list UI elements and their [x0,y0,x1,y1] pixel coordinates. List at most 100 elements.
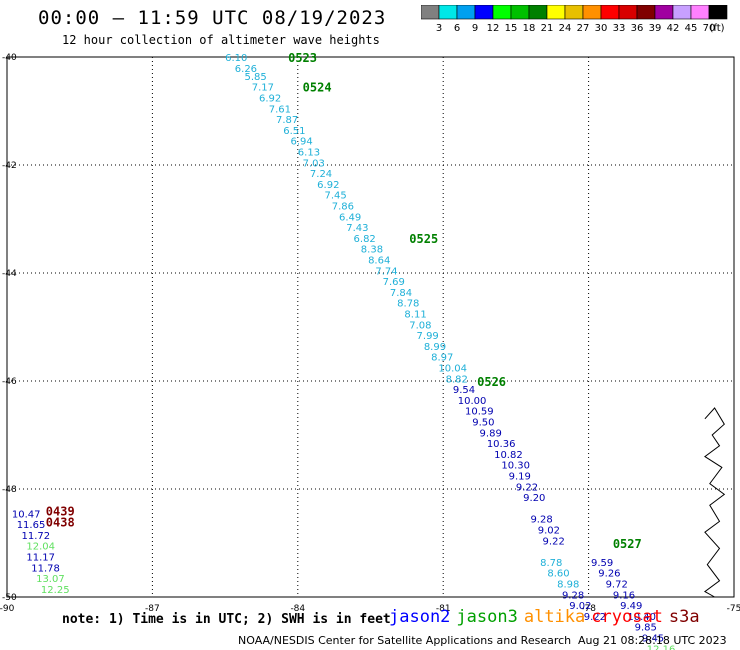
lon-tick-label: -78 [581,604,596,614]
colorbar-label: 9 [472,23,478,34]
swh-value-jason3: 8.99 [424,342,446,353]
colorbar-label: 18 [523,23,536,34]
swh-value-jason2: 9.02 [569,601,591,612]
lon-tick-label: -84 [290,604,305,614]
swh-value-jason3: 8.98 [557,580,579,591]
swh-value-jason2: 9.28 [562,590,584,601]
swh-value-jason3: 8.64 [368,256,390,267]
swh-value-jason3: 7.84 [390,288,412,299]
colorbar-label: 15 [505,23,518,34]
swh-value-jason2: 9.22 [516,482,538,493]
swh-value-jason2: 10.82 [494,450,523,461]
colorbar-label: 3 [436,23,442,34]
map-frame [6,56,735,598]
page-subtitle: 12 hour collection of altimeter wave hei… [62,33,380,47]
pass-label: 0524 [303,81,332,95]
swh-value-jason3: 7.45 [324,191,346,202]
lon-tick-label: -81 [436,604,451,614]
swh-value-jason2: 9.89 [480,428,502,439]
swh-value-jason2: 10.40 [627,612,656,623]
coastline [703,407,726,598]
footer-note: note: 1) Time is in UTC; 2) SWH is in fe… [62,612,391,627]
swh-value-jason3: 6.13 [298,148,320,159]
swh-value-altika: 12.25 [41,585,70,596]
pass-label: 0438 [46,515,75,529]
swh-value-jason2: 9.54 [453,385,475,396]
colorbar-label: 30 [595,23,608,34]
swh-value-jason2: 9.16 [613,590,635,601]
swh-value-jason3: 6.26 [235,64,257,75]
swh-value-jason3: 6.92 [259,94,281,105]
lat-tick-label: -44 [2,269,17,279]
swh-value-jason3: 7.43 [346,223,368,234]
swh-value-jason2: 10.59 [465,407,494,418]
pass-label: 0525 [409,232,438,246]
swh-value-jason3: 7.24 [310,169,332,180]
swh-value-jason2: 9.45 [642,634,664,645]
swh-value-jason2: 10.47 [12,509,41,520]
pass-label: 0439 [46,505,75,519]
swh-value-jason3: 8.38 [361,245,383,256]
lat-tick-label: -46 [2,377,17,387]
swh-value-jason3: 8.82 [446,374,468,385]
swh-value-jason3: 7.99 [417,331,439,342]
pass-label: 0523 [288,51,317,65]
swh-value-jason3: 8.11 [404,310,426,321]
legend-jason3: jason3 [456,607,518,627]
swh-value-jason2: 11.72 [22,531,51,542]
colorbar-label: 45 [685,23,698,34]
lat-tick-label: -48 [2,485,17,495]
swh-value-jason3: 6.10 [225,53,247,64]
lon-tick-label: -90 [0,604,15,614]
swh-value-jason3: 6.51 [283,126,305,137]
swh-value-jason2: 10.36 [487,439,516,450]
lon-tick-label: -75 [727,604,740,614]
colorbar-label: 33 [613,23,626,34]
swh-value-jason3: 10.04 [438,364,467,375]
colorbar-label: 21 [541,23,554,34]
lon-tick-label: -87 [145,604,160,614]
lat-tick-label: -42 [2,161,17,171]
colorbar-swatch [708,5,728,20]
swh-value-altika: 12.04 [26,542,55,553]
swh-value-jason2: 9.49 [620,601,642,612]
swh-value-jason3: 6.92 [317,180,339,191]
colorbar-label: 24 [559,23,572,34]
colorbar-unit: (ft) [709,23,724,34]
swh-value-jason2: 9.20 [523,493,545,504]
page-title: 00:00 – 11:59 UTC 08/19/2023 [38,7,387,29]
swh-value-jason3: 7.08 [409,320,431,331]
swh-value-jason3: 7.61 [269,104,291,115]
swh-value-jason2: 11.65 [17,520,46,531]
colorbar-label: 39 [649,23,662,34]
generation-timestamp: Aug 21 08:28:18 UTC 2023 [578,634,727,647]
colorbar-label: 6 [454,23,460,34]
pass-label: 0526 [477,375,506,389]
swh-value-jason3: 6.82 [354,234,376,245]
legend-s3a: s3a [668,607,700,627]
colorbar-label: 42 [667,23,680,34]
swh-value-jason3: 7.17 [252,83,274,94]
lat-tick-label: -40 [2,53,17,63]
legend-cryosat: cryosat [591,607,663,627]
wave-height-colorbar: 3 6 9 12 15 18 21 24 27 30 33 36 39 42 45 70(ft) [421,5,728,34]
swh-value-altika: 12.16 [647,644,676,650]
colorbar-label: 36 [631,23,644,34]
swh-value-jason2: 9.50 [472,418,494,429]
swh-value-jason2: 9.28 [530,515,552,526]
credit-text: NOAA/NESDIS Center for Satellite Applica… [238,634,572,647]
swh-value-jason3: 6.94 [291,137,313,148]
swh-value-jason2: 11.17 [26,553,55,564]
swh-value-jason3: 7.03 [303,158,325,169]
swh-value-jason3: 6.49 [339,212,361,223]
swh-value-jason3: 5.85 [244,72,266,83]
colorbar-label: 27 [577,23,590,34]
swh-value-jason2: 10.30 [501,461,530,472]
swh-value-jason3: 7.86 [332,202,354,213]
swh-value-jason2: 10.00 [458,396,487,407]
colorbar-label: 70 [703,23,716,34]
swh-value-jason2: 9.59 [591,558,613,569]
swh-value-jason2: 9.85 [635,623,657,634]
swh-value-jason3: 8.97 [431,353,453,364]
